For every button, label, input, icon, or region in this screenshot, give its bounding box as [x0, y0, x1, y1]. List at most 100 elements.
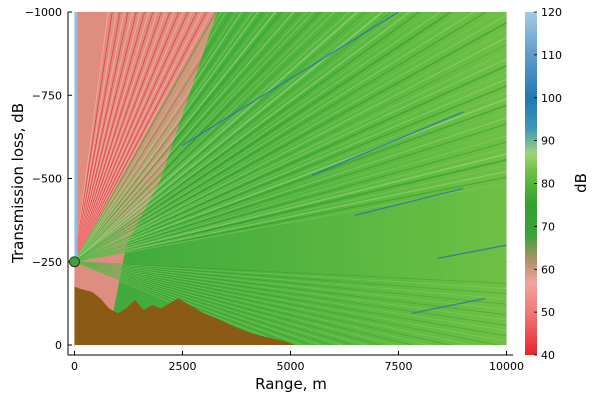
- interference-beam: [74, 261, 507, 342]
- x-tick-label: 7500: [385, 360, 413, 373]
- interference-beam: [74, 261, 382, 346]
- x-tick-label: 2500: [168, 360, 196, 373]
- interference-beam: [74, 12, 154, 262]
- interference-beam: [74, 261, 507, 284]
- interference-beam: [74, 170, 507, 263]
- interference-beam: [74, 117, 507, 263]
- interference-beam: [74, 261, 355, 346]
- interference-beam: [74, 12, 137, 262]
- interference-beam: [74, 261, 507, 289]
- interference-beam: [74, 12, 464, 263]
- interference-beam: [74, 261, 507, 310]
- interference-beam: [74, 153, 507, 263]
- interference-beam: [74, 12, 283, 263]
- interference-beam: [74, 261, 432, 346]
- interference-beam: [74, 12, 288, 262]
- interference-beam: [74, 261, 453, 346]
- colorbar-tick-label: 120: [541, 6, 562, 19]
- interference-beam: [74, 71, 507, 263]
- interference-beam: [74, 12, 441, 263]
- x-axis-title: Range, m: [255, 375, 327, 393]
- interference-beam: [74, 135, 507, 263]
- interference-beam: [74, 12, 125, 262]
- interference-beam: [74, 12, 366, 263]
- interference-beam: [74, 12, 217, 263]
- interference-beam: [74, 261, 397, 346]
- interference-beam: [74, 50, 507, 263]
- interference-beam: [74, 12, 193, 262]
- interference-beam: [74, 64, 507, 263]
- interference-beam: [74, 12, 277, 263]
- high-loss-streak: [437, 244, 507, 260]
- colorbar-tick-label: 40: [541, 349, 555, 362]
- interference-beam: [74, 176, 507, 263]
- interference-beam: [74, 12, 227, 262]
- high-loss-streak: [311, 111, 464, 176]
- interference-beam: [74, 12, 343, 263]
- interference-beam: [74, 12, 431, 263]
- interference-beam: [74, 12, 232, 263]
- interference-beam: [74, 12, 254, 263]
- interference-beam: [74, 36, 507, 263]
- y-tick-label: −500: [32, 173, 62, 186]
- y-axis-title: Transmission loss, dB: [9, 103, 27, 264]
- high-loss-streak: [355, 187, 464, 216]
- interference-beam: [74, 12, 392, 263]
- interference-beam: [74, 12, 322, 263]
- interference-beam: [74, 12, 336, 263]
- interference-beam: [74, 12, 109, 262]
- heatmap-field: [74, 12, 507, 346]
- interference-beam: [74, 12, 301, 263]
- interference-beam: [74, 12, 384, 263]
- x-tick-label: 5000: [277, 360, 305, 373]
- y-tick-label: 0: [55, 339, 62, 352]
- high-loss-streak: [182, 12, 399, 146]
- interference-beam: [74, 165, 507, 263]
- interference-beam: [74, 98, 507, 263]
- y-tick-label: −750: [32, 89, 62, 102]
- colorbar-tick-label: 80: [541, 178, 555, 191]
- interference-beam: [74, 141, 507, 263]
- x-tick-label: 10000: [489, 360, 524, 373]
- interference-beam: [74, 12, 351, 263]
- colorbar-title: dB: [572, 173, 590, 193]
- interference-beam: [74, 129, 507, 263]
- interference-beam: [74, 12, 212, 262]
- interference-beam: [74, 78, 507, 263]
- interference-beam: [74, 12, 189, 262]
- interference-beam: [74, 12, 265, 263]
- interference-beam: [74, 182, 507, 263]
- colorbar-tick-label: 60: [541, 263, 555, 276]
- y-tick-label: −1000: [25, 6, 62, 19]
- interference-beam: [74, 261, 296, 346]
- edge-strip: [74, 12, 78, 262]
- interference-beam: [74, 261, 368, 346]
- interference-beam: [74, 12, 453, 263]
- interference-beam: [74, 29, 507, 263]
- interference-beam: [74, 14, 507, 263]
- interference-beam: [74, 12, 113, 262]
- interference-beam: [74, 261, 507, 326]
- interference-beam: [74, 12, 184, 262]
- interference-beam: [74, 261, 313, 346]
- colorbar: 40 50 60 70 80 90 100 110 120: [525, 6, 562, 362]
- interference-beam: [74, 158, 507, 263]
- interference-beam: [74, 12, 248, 262]
- interference-beam: [74, 261, 501, 346]
- interference-beam: [74, 111, 507, 263]
- interference-beam: [74, 12, 175, 262]
- colorbar-tick-label: 100: [541, 92, 562, 105]
- source-marker: [69, 256, 80, 268]
- interference-beam: [74, 12, 117, 262]
- interference-beam: [74, 12, 238, 263]
- interference-beam: [74, 12, 243, 263]
- colorbar-tick-label: 50: [541, 306, 555, 319]
- interference-beam: [74, 12, 314, 263]
- interference-beam: [74, 12, 475, 263]
- interference-beam: [74, 123, 507, 263]
- interference-beam: [74, 147, 507, 263]
- x-tick-label: 0: [71, 360, 78, 373]
- interference-beam: [74, 12, 259, 263]
- interference-beam: [74, 261, 507, 305]
- colorbar-tick-label: 110: [541, 49, 562, 62]
